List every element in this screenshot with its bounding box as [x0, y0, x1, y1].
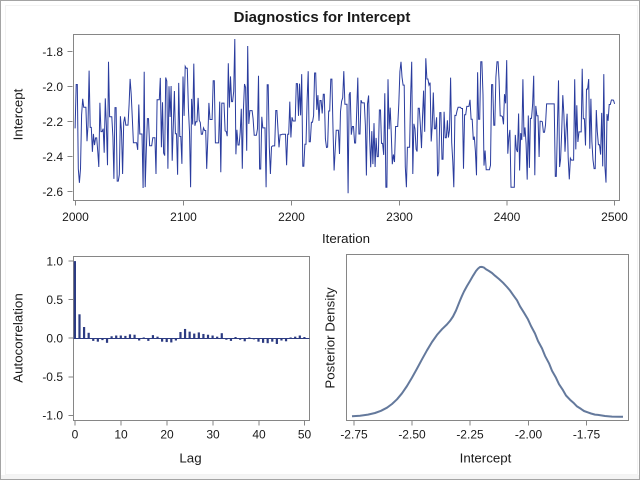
- svg-text:2500: 2500: [601, 210, 628, 224]
- svg-text:-2.75: -2.75: [340, 428, 368, 442]
- svg-text:Diagnostics for Intercept: Diagnostics for Intercept: [234, 9, 411, 26]
- svg-text:-2.00: -2.00: [515, 428, 543, 442]
- svg-text:1.0: 1.0: [46, 254, 63, 268]
- svg-text:0: 0: [72, 428, 79, 442]
- svg-text:40: 40: [252, 428, 266, 442]
- svg-text:-2.6: -2.6: [42, 185, 63, 199]
- svg-text:30: 30: [206, 428, 220, 442]
- svg-text:Autocorrelation: Autocorrelation: [11, 293, 26, 382]
- svg-text:2200: 2200: [278, 210, 305, 224]
- svg-text:-2.4: -2.4: [42, 150, 63, 164]
- svg-text:0.5: 0.5: [46, 293, 63, 307]
- svg-text:Iteration: Iteration: [322, 231, 370, 246]
- svg-text:Posterior Density: Posterior Density: [323, 287, 338, 389]
- svg-text:20: 20: [160, 428, 174, 442]
- svg-text:10: 10: [114, 428, 128, 442]
- svg-text:Intercept: Intercept: [11, 88, 26, 140]
- svg-text:-2.25: -2.25: [456, 428, 484, 442]
- svg-text:-2.2: -2.2: [42, 115, 63, 129]
- svg-text:2400: 2400: [494, 210, 521, 224]
- svg-text:-1.75: -1.75: [573, 428, 601, 442]
- svg-text:2100: 2100: [170, 210, 197, 224]
- svg-text:-1.8: -1.8: [42, 45, 63, 59]
- svg-text:Lag: Lag: [179, 451, 201, 466]
- svg-text:50: 50: [298, 428, 312, 442]
- svg-text:0.0: 0.0: [46, 332, 63, 346]
- svg-text:-2.50: -2.50: [398, 428, 426, 442]
- svg-text:-0.5: -0.5: [42, 370, 63, 384]
- svg-text:-1.0: -1.0: [42, 409, 63, 423]
- svg-text:Intercept: Intercept: [460, 451, 512, 466]
- svg-text:2000: 2000: [62, 210, 89, 224]
- svg-text:-2.0: -2.0: [42, 80, 63, 94]
- svg-text:2300: 2300: [386, 210, 413, 224]
